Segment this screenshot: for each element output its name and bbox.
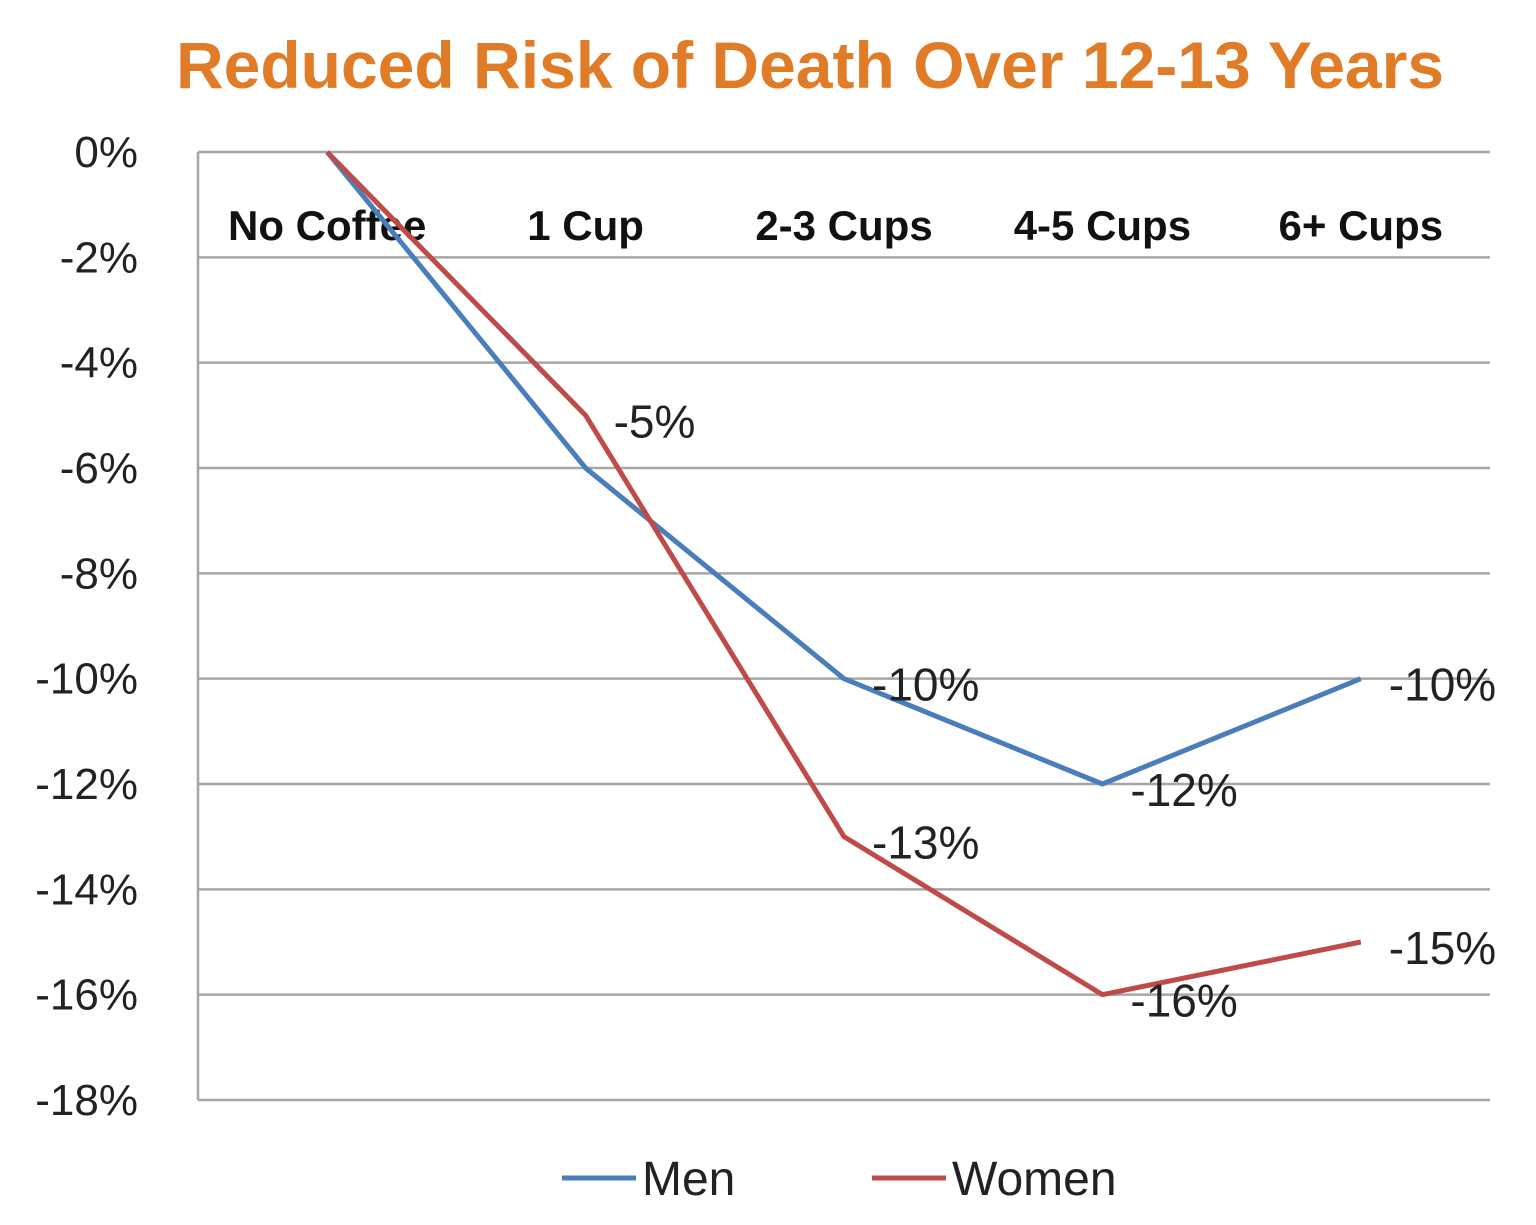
y-tick-label: -12% — [35, 760, 138, 809]
data-label: -10% — [872, 659, 979, 711]
category-label: 4-5 Cups — [1014, 202, 1191, 249]
data-label: -10% — [1389, 659, 1496, 711]
data-label: -13% — [872, 817, 979, 869]
y-axis-ticks: 0% -2% -4% -6% -8% -10% -12% -14% -16% -18% — [35, 128, 138, 1125]
gridlines — [196, 150, 1490, 1102]
y-tick-label: -16% — [35, 971, 138, 1020]
category-labels: No Coffee 1 Cup 2-3 Cups 4-5 Cups 6+ Cups — [228, 202, 1443, 249]
y-tick-label: -4% — [60, 339, 138, 388]
y-tick-label: -2% — [60, 233, 138, 282]
series-lines — [325, 150, 1362, 998]
y-tick-label: -8% — [60, 549, 138, 598]
category-label: 2-3 Cups — [755, 202, 932, 249]
legend: Men Women — [562, 1153, 1117, 1206]
series-line-men — [325, 150, 1362, 787]
y-tick-label: 0% — [74, 128, 138, 177]
legend-label: Women — [952, 1153, 1117, 1206]
data-label: -16% — [1130, 975, 1237, 1027]
legend-label: Men — [642, 1153, 735, 1206]
data-label: -12% — [1130, 764, 1237, 816]
y-tick-label: -6% — [60, 444, 138, 493]
data-labels: -10% -12% -10% -5% -13% -16% -15% — [614, 395, 1497, 1026]
category-label: 1 Cup — [527, 202, 644, 249]
y-tick-label: -10% — [35, 655, 138, 704]
data-label: -15% — [1389, 922, 1496, 974]
y-tick-label: -14% — [35, 865, 138, 914]
chart-title: Reduced Risk of Death Over 12-13 Years — [176, 28, 1444, 102]
category-label: 6+ Cups — [1279, 202, 1444, 249]
data-label: -5% — [614, 395, 696, 447]
y-tick-label: -18% — [35, 1076, 138, 1125]
series-line-women — [325, 150, 1362, 998]
category-label: No Coffee — [228, 202, 426, 249]
